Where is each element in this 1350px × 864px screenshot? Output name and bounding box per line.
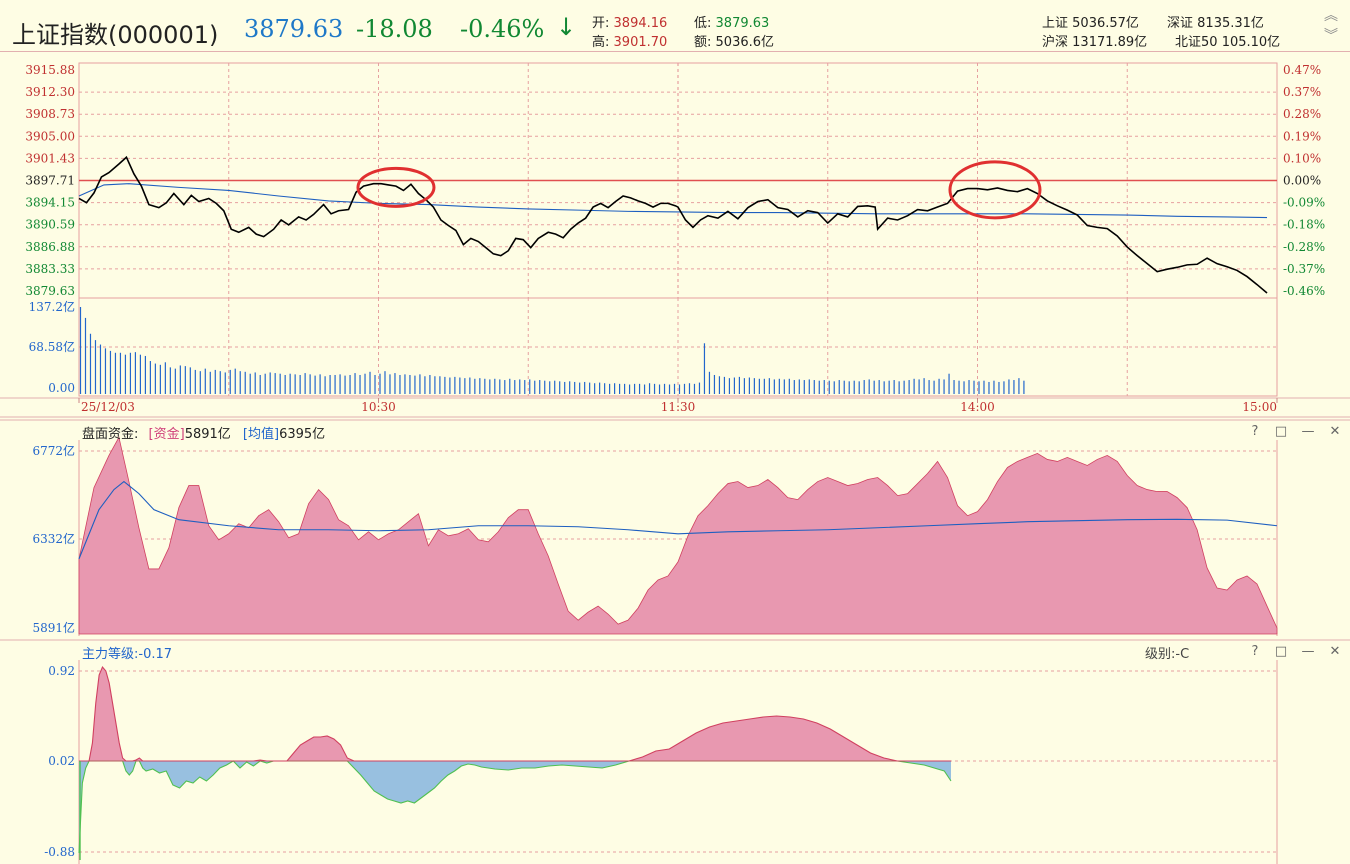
stock-change: -18.08 — [356, 15, 433, 43]
amount-field: 额: 5036.6亿 — [694, 31, 774, 50]
open-field: 开: 3894.16 — [592, 12, 667, 31]
level-minimize-icon[interactable]: — — [1301, 644, 1315, 659]
volume-y-tick: 0.00 — [48, 381, 75, 395]
level-title: 主力等级: — [82, 647, 139, 662]
bz-label: 北证50 — [1175, 35, 1218, 50]
price-y-tick-left: 3905.00 — [25, 129, 75, 143]
amount-label: 额: — [694, 35, 712, 50]
low-field: 低: 3879.63 — [694, 12, 769, 31]
stock-name: 上证指数(000001) — [12, 21, 219, 49]
sz-label: 深证 — [1167, 16, 1194, 31]
time-axis-label: 25/12/03 — [81, 400, 135, 414]
fund-title: 盘面资金: — [82, 427, 139, 442]
level-close-icon[interactable]: ✕ — [1329, 644, 1341, 659]
price-y-tick-right: -0.28% — [1283, 240, 1325, 254]
fund-minimize-icon[interactable]: — — [1301, 424, 1315, 439]
open-value: 3894.16 — [613, 16, 668, 31]
high-field: 高: 3901.70 — [592, 31, 667, 50]
time-axis-label: 11:30 — [661, 400, 696, 414]
sz-value: 8135.31亿 — [1197, 16, 1264, 31]
time-axis-label: 10:30 — [361, 400, 396, 414]
quote-header: 上证指数(000001) 3879.63 -18.08 -0.46% ↓ 开: … — [0, 5, 1350, 52]
scroll-down-icon[interactable]: ︾ — [1324, 28, 1338, 44]
level-positive-area — [79, 667, 951, 761]
price-y-tick-right: 0.47% — [1283, 63, 1321, 77]
hs-label: 沪深 — [1042, 35, 1069, 50]
price-y-tick-left: 3883.33 — [25, 262, 75, 276]
sz-field: 深证 8135.31亿 — [1167, 12, 1264, 31]
fund-panel-title: 盘面资金: [资金]5891亿 [均值]6395亿 — [82, 423, 325, 442]
price-y-tick-right: 0.28% — [1283, 107, 1321, 121]
price-y-tick-left: 3886.88 — [25, 240, 75, 254]
bz-field: 北证50 105.10亿 — [1175, 31, 1280, 50]
fund-close-icon[interactable]: ✕ — [1329, 424, 1341, 439]
fund-series2-value: 6395亿 — [279, 427, 326, 442]
price-y-tick-right: 0.00% — [1283, 174, 1321, 188]
fund-area — [78, 436, 1278, 635]
price-y-tick-right: 0.19% — [1283, 129, 1321, 143]
low-label: 低: — [694, 16, 712, 31]
level-title-value: -0.17 — [138, 647, 173, 662]
price-y-tick-left: 3897.71 — [25, 174, 75, 188]
hs-value: 13171.89亿 — [1072, 35, 1148, 50]
price-y-tick-right: -0.37% — [1283, 262, 1325, 276]
level-maximize-icon[interactable]: □ — [1274, 644, 1288, 659]
time-axis-label: 14:00 — [960, 400, 995, 414]
price-y-tick-right: -0.46% — [1283, 284, 1325, 298]
fund-series2-label: [均值] — [242, 427, 280, 442]
stock-change-pct: -0.46% — [460, 15, 545, 43]
level-y-tick: -0.88 — [44, 845, 75, 859]
amount-value: 5036.6亿 — [715, 35, 775, 50]
price-y-tick-right: 0.37% — [1283, 85, 1321, 99]
highlight-circle — [948, 160, 1042, 220]
level-y-tick: 0.02 — [48, 754, 75, 768]
high-label: 高: — [592, 35, 610, 50]
fund-maximize-icon[interactable]: □ — [1274, 424, 1288, 439]
volume-y-tick: 137.2亿 — [29, 299, 75, 314]
hs-field: 沪深 13171.89亿 — [1042, 31, 1147, 50]
level-y-tick: 0.92 — [48, 664, 75, 678]
open-label: 开: — [592, 16, 610, 31]
fund-y-tick: 6332亿 — [32, 531, 75, 546]
time-axis-label: 15:00 — [1242, 400, 1277, 414]
scroll-up-icon[interactable]: ︽ — [1324, 8, 1338, 24]
low-value: 3879.63 — [715, 16, 770, 31]
sh-value: 5036.57亿 — [1072, 16, 1139, 31]
stock-price: 3879.63 — [244, 15, 344, 43]
level-grade: 级别:-C — [1145, 647, 1190, 662]
sh-label: 上证 — [1042, 16, 1069, 31]
price-y-tick-left: 3912.30 — [25, 85, 75, 99]
fund-average-line — [78, 480, 1278, 560]
price-line — [78, 155, 1268, 294]
high-value: 3901.70 — [613, 35, 668, 50]
fund-y-tick: 6772亿 — [32, 443, 75, 458]
level-negative-area — [79, 761, 951, 853]
level-help-icon[interactable]: ? — [1251, 644, 1259, 659]
fund-series1-label: [资金] — [148, 427, 185, 442]
sh-field: 上证 5036.57亿 — [1042, 12, 1139, 31]
price-y-tick-left: 3879.63 — [25, 284, 75, 298]
bz-value: 105.10亿 — [1221, 35, 1281, 50]
fund-series1-value: 5891亿 — [184, 427, 231, 442]
price-y-tick-left: 3915.88 — [25, 63, 75, 77]
volume-y-tick: 68.58亿 — [29, 339, 75, 354]
fund-help-icon[interactable]: ? — [1251, 424, 1259, 439]
price-y-tick-left: 3908.73 — [25, 107, 75, 121]
price-y-tick-left: 3890.59 — [25, 218, 75, 232]
level-panel-title: 主力等级:-0.17 — [82, 643, 172, 662]
fund-y-tick: 5891亿 — [32, 620, 75, 635]
price-average-line — [78, 183, 1268, 219]
price-y-tick-left: 3894.15 — [25, 196, 75, 210]
price-y-tick-right: -0.18% — [1283, 218, 1325, 232]
down-arrow-icon: ↓ — [556, 13, 577, 41]
highlight-circle — [356, 166, 436, 208]
price-y-tick-right: 0.10% — [1283, 151, 1321, 165]
price-y-tick-right: -0.09% — [1283, 196, 1325, 210]
price-y-tick-left: 3901.43 — [25, 151, 75, 165]
